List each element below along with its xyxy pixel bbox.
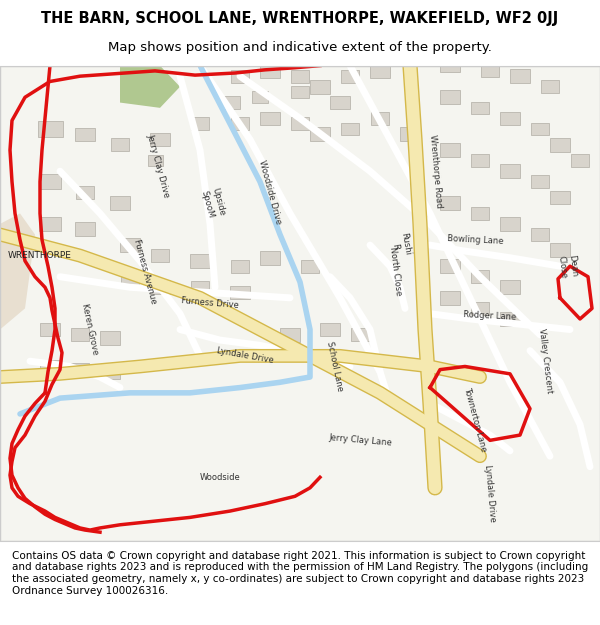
Bar <box>280 328 300 342</box>
Bar <box>370 64 390 78</box>
Bar <box>531 176 549 188</box>
Bar <box>471 154 489 167</box>
Bar <box>260 64 280 78</box>
Bar <box>310 127 330 141</box>
Text: Bowling Lane: Bowling Lane <box>446 234 503 246</box>
Bar <box>291 70 309 82</box>
Bar <box>291 118 309 130</box>
Bar <box>231 260 249 272</box>
Text: Furness Drive: Furness Drive <box>181 296 239 310</box>
Text: Furness Avenue: Furness Avenue <box>132 238 158 305</box>
Bar <box>440 291 460 305</box>
Bar <box>500 217 520 231</box>
Text: Keren Grove: Keren Grove <box>80 303 100 356</box>
Bar <box>400 127 420 141</box>
Text: North Close: North Close <box>388 246 403 296</box>
Bar <box>190 254 210 268</box>
Bar <box>440 143 460 157</box>
Bar <box>330 96 350 109</box>
Bar <box>260 111 280 125</box>
Bar <box>341 70 359 82</box>
Bar <box>310 80 330 94</box>
Text: THE BARN, SCHOOL LANE, WRENTHORPE, WAKEFIELD, WF2 0JJ: THE BARN, SCHOOL LANE, WRENTHORPE, WAKEF… <box>41 11 559 26</box>
Text: Contains OS data © Crown copyright and database right 2021. This information is : Contains OS data © Crown copyright and d… <box>12 551 588 596</box>
Bar <box>371 112 389 125</box>
Bar <box>150 132 170 146</box>
Text: Townerton Lane: Townerton Lane <box>462 386 488 452</box>
Bar <box>500 281 520 294</box>
Text: Lyndale Drive: Lyndale Drive <box>483 464 497 522</box>
Bar <box>550 138 570 152</box>
Bar <box>260 251 280 264</box>
Bar <box>351 329 369 341</box>
Text: Jerry Clay Lane: Jerry Clay Lane <box>328 433 392 447</box>
Bar <box>471 271 489 283</box>
Polygon shape <box>0 213 35 329</box>
Bar <box>100 365 120 379</box>
Bar <box>341 122 359 135</box>
Bar <box>110 196 130 210</box>
Bar <box>39 217 61 231</box>
Text: Upside
SpooM: Upside SpooM <box>200 186 226 219</box>
Text: Map shows position and indicative extent of the property.: Map shows position and indicative extent… <box>108 41 492 54</box>
Bar <box>291 86 309 98</box>
Bar <box>440 91 460 104</box>
Text: WRENTHORPE: WRENTHORPE <box>8 251 72 260</box>
Text: School Lane: School Lane <box>325 341 344 392</box>
Bar <box>440 259 460 273</box>
Bar <box>550 191 570 204</box>
Text: Woodside: Woodside <box>200 472 241 482</box>
Bar <box>150 281 170 294</box>
Polygon shape <box>120 66 180 108</box>
Bar <box>75 128 95 141</box>
Bar <box>39 174 61 189</box>
Bar <box>531 122 549 135</box>
Bar <box>191 118 209 130</box>
Text: Rushi
R: Rushi R <box>388 232 412 258</box>
Bar <box>500 312 520 326</box>
Bar <box>301 260 319 272</box>
Bar <box>531 228 549 241</box>
Text: Wrenthorpe Road: Wrenthorpe Road <box>428 134 443 208</box>
Bar <box>440 196 460 210</box>
Bar <box>76 186 94 199</box>
Bar <box>550 244 570 258</box>
Text: Jerry Clay Drive: Jerry Clay Drive <box>145 133 171 199</box>
Bar <box>111 139 129 151</box>
Bar <box>481 64 499 78</box>
Bar <box>148 156 163 166</box>
Bar <box>120 238 140 252</box>
Bar <box>571 154 589 167</box>
Bar <box>252 91 268 103</box>
Bar <box>471 302 489 315</box>
Bar <box>471 207 489 220</box>
Bar <box>121 276 139 288</box>
Bar <box>230 286 250 299</box>
Bar <box>100 331 120 345</box>
Text: Woodside Drive: Woodside Drive <box>257 159 283 226</box>
Bar <box>541 81 559 93</box>
Bar <box>151 249 169 262</box>
Bar <box>75 222 95 236</box>
Bar <box>71 329 89 341</box>
Bar <box>231 118 249 130</box>
Text: Lyndale Drive: Lyndale Drive <box>216 346 274 366</box>
Bar <box>320 322 340 336</box>
Bar <box>40 359 60 373</box>
Text: Valley Crescent: Valley Crescent <box>536 328 553 394</box>
Bar <box>191 281 209 294</box>
Bar <box>231 70 249 82</box>
Bar <box>440 59 460 72</box>
Bar <box>71 363 89 376</box>
Bar <box>220 96 240 109</box>
Bar <box>37 121 62 137</box>
Bar <box>500 111 520 125</box>
Text: Dean
Close: Dean Close <box>557 254 579 279</box>
Bar <box>500 164 520 178</box>
Bar <box>40 322 60 336</box>
Bar <box>510 69 530 83</box>
Text: Rodger Lane: Rodger Lane <box>463 310 517 322</box>
Bar <box>471 101 489 114</box>
